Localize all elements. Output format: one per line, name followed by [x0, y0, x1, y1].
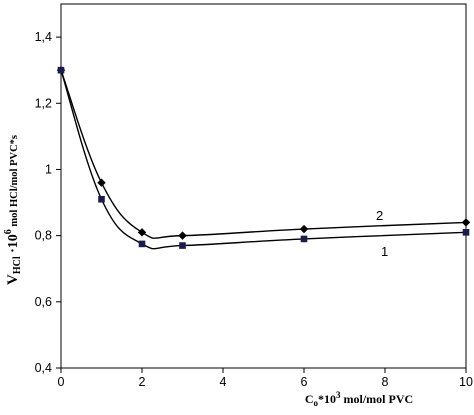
series-1-point — [57, 66, 65, 74]
x-tick-label: 2 — [139, 375, 146, 389]
y-tick-label: 1 — [45, 162, 52, 176]
markers — [56, 65, 471, 249]
y-axis-title-sub: HCl — [12, 256, 23, 274]
x-axis-title: Co*103 mol/mol PVC — [305, 390, 413, 408]
series-1-point — [98, 195, 105, 203]
y-axis-ticks: 0,4 0,6 0,8 1 1,2 1,4 — [35, 30, 61, 375]
x-tick-label: 4 — [220, 375, 227, 389]
x-axis-title-sub: o — [314, 398, 319, 408]
series-1-point — [300, 235, 308, 243]
series-2-line — [60, 69, 467, 239]
y-axis-title: VHCl ·106 mol HCl/mol PVC*s — [3, 135, 23, 285]
y-tick-label: 0,6 — [35, 295, 52, 309]
series-1-point — [138, 240, 146, 248]
y-axis-title-base: V — [5, 274, 21, 285]
x-axis-title-base: C — [305, 392, 314, 406]
series-label-1: 1 — [381, 244, 388, 259]
x-tick-label: 8 — [382, 375, 389, 389]
x-axis-ticks: 0 2 4 6 8 10 — [58, 368, 473, 389]
x-axis-title-tail: mol/mol PVC — [341, 392, 414, 406]
series-2-point — [461, 218, 471, 227]
series-2-point — [178, 231, 187, 240]
series-2-point — [137, 228, 147, 237]
x-axis-title-sup: 3 — [336, 390, 341, 400]
y-axis-title-tail: mol HCl/mol PVC*s — [9, 135, 20, 229]
y-tick-label: 0,4 — [35, 361, 52, 375]
x-axis-title-middle: *10 — [318, 392, 336, 406]
plot-frame — [60, 3, 467, 369]
y-axis-title-sup: 6 — [3, 229, 14, 234]
y-tick-label: 1,4 — [35, 30, 52, 44]
x-tick-label: 6 — [301, 375, 308, 389]
series-2-point — [299, 224, 309, 234]
x-tick-label: 0 — [58, 375, 65, 389]
y-tick-label: 0,8 — [35, 229, 52, 243]
series-1-point — [462, 229, 470, 236]
series-2-point — [97, 178, 106, 187]
series-1-point — [179, 242, 186, 249]
series-1-line — [60, 69, 467, 250]
curves — [60, 69, 467, 250]
series-label-2: 2 — [376, 208, 383, 223]
y-axis-title-middle: ·10 — [6, 234, 21, 256]
y-tick-label: 1,2 — [35, 96, 52, 110]
x-tick-label: 10 — [459, 375, 473, 389]
